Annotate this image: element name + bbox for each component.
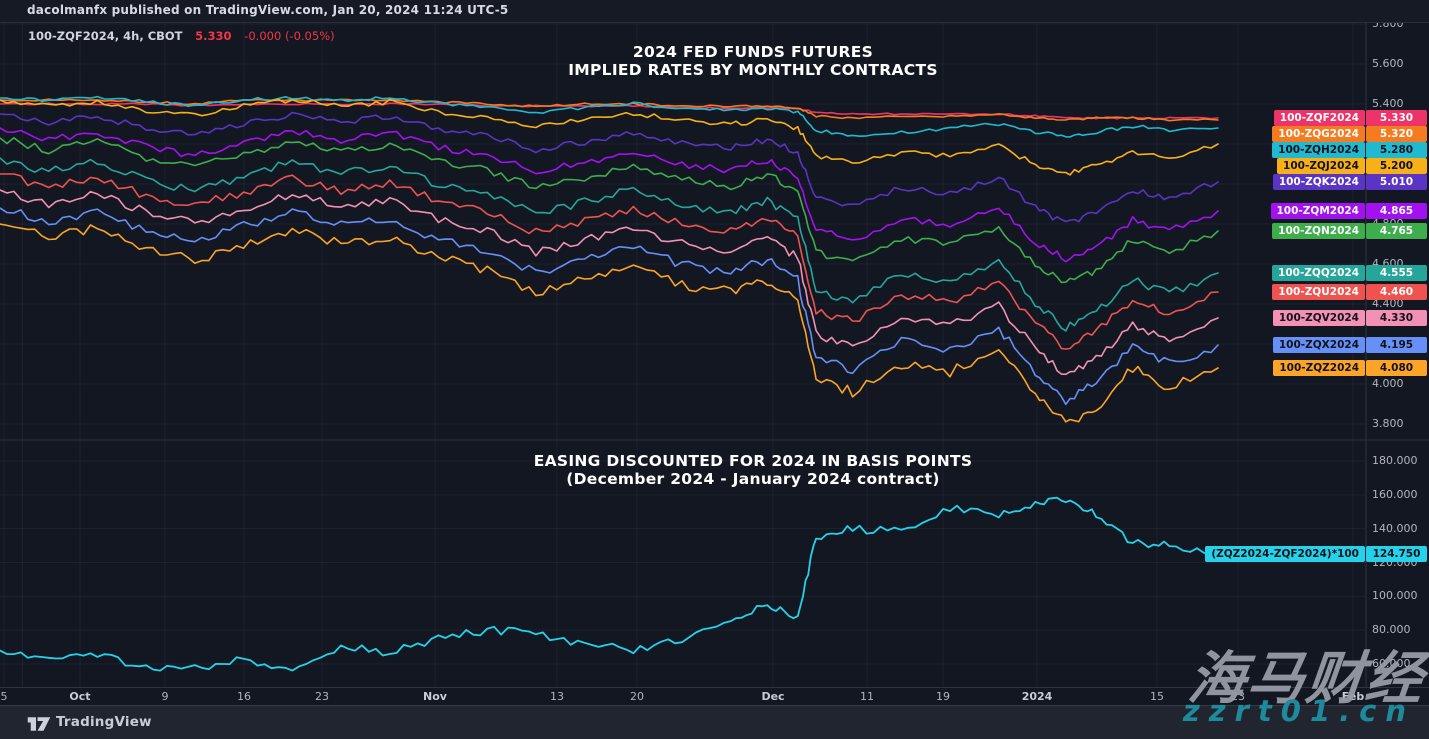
panel1-title-line1: 2024 FED FUNDS FUTURES [632, 43, 874, 61]
time-tick-label: 15 [1150, 690, 1164, 703]
series-name-label: (ZQZ2024-ZQF2024)*100 [1205, 546, 1365, 563]
series-name-label: 100-ZQG2024 [1272, 126, 1365, 142]
price-tick-label: 60.000 [1372, 657, 1411, 670]
attribution-text: dacolmanfx published on TradingView.com,… [27, 3, 509, 17]
series-name-label: 100-ZQN2024 [1272, 223, 1365, 239]
series-name-label: 100-ZQZ2024 [1273, 360, 1365, 376]
time-tick-label: 2024 [1021, 690, 1053, 703]
price-tick-label: 3.800 [1372, 417, 1404, 430]
watermark-url: zzrt01.cn [1182, 694, 1415, 728]
series-price-label: 4.765 [1366, 223, 1427, 239]
series-name-label: 100-ZQX2024 [1272, 337, 1365, 353]
time-tick-label: 23 [315, 690, 329, 703]
time-tick-label: Oct [69, 690, 91, 703]
series-line-100-ZQG2024[interactable] [0, 98, 1219, 122]
price-tick-label: 160.000 [1372, 487, 1418, 501]
time-tick-label: 23 [1231, 690, 1245, 703]
time-scale[interactable] [0, 687, 1429, 706]
series-price-label: 124.750 [1366, 546, 1427, 563]
series-line-100-ZQZ2024[interactable] [0, 223, 1219, 423]
series-price-label: 5.200 [1366, 158, 1427, 174]
attribution-bar: dacolmanfx published on TradingView.com,… [0, 0, 1429, 23]
time-tick-label: 5 [0, 690, 8, 703]
price-tick-label: 180.000 [1372, 454, 1418, 467]
series-price-label: 5.320 [1366, 126, 1427, 142]
series-line-(ZQZ2024-ZQF2024)*100[interactable] [0, 496, 1219, 672]
panel2-title-line1: EASING DISCOUNTED FOR 2024 IN BASIS POIN… [533, 452, 973, 470]
chart-canvas[interactable] [0, 22, 1429, 705]
series-price-label: 5.010 [1366, 174, 1427, 190]
series-line-100-ZQH2024[interactable] [0, 95, 1219, 138]
series-name-label: 100-ZQH2024 [1272, 142, 1365, 158]
price-tick-label: 5.400 [1372, 97, 1404, 110]
series-line-100-ZQK2024[interactable] [0, 111, 1219, 223]
time-tick-label: 20 [630, 690, 644, 703]
series-line-100-ZQV2024[interactable] [0, 189, 1219, 376]
series-price-label: 4.865 [1366, 203, 1427, 219]
tradingview-logo-icon[interactable] [27, 715, 51, 733]
tradingview-brand[interactable]: TradingView [56, 714, 152, 730]
panel2-title: EASING DISCOUNTED FOR 2024 IN BASIS POIN… [70, 452, 1429, 488]
series-price-label: 4.195 [1366, 337, 1427, 353]
time-tick-label: 16 [237, 690, 251, 703]
series-price-label: 4.460 [1366, 284, 1427, 300]
series-line-100-ZQX2024[interactable] [0, 207, 1219, 406]
panel1-title: 2024 FED FUNDS FUTURES IMPLIED RATES BY … [70, 43, 1429, 79]
time-tick-label: Nov [423, 690, 447, 703]
price-tick-label: 4.400 [1372, 297, 1404, 310]
legend-change: -0.000 (-0.05%) [244, 29, 335, 43]
time-tick-label: 9 [161, 690, 169, 703]
series-line-100-ZQN2024[interactable] [0, 137, 1219, 284]
panel1-title-line2: IMPLIED RATES BY MONTHLY CONTRACTS [568, 61, 938, 79]
series-line-100-ZQQ2024[interactable] [0, 157, 1219, 332]
series-name-label: 100-ZQQ2024 [1272, 265, 1365, 281]
series-price-label: 5.330 [1366, 110, 1427, 126]
price-tick-label: 80.000 [1372, 623, 1411, 637]
footer-bar: TradingView [0, 705, 1429, 739]
panel2-title-line2: (December 2024 - January 2024 contract) [566, 470, 940, 488]
symbol-legend[interactable]: 100-ZQF2024, 4h, CBOT 5.330 -0.000 (-0.0… [28, 29, 335, 43]
series-line-100-ZQU2024[interactable] [0, 173, 1219, 350]
price-tick-label: 5.600 [1372, 57, 1404, 70]
series-line-100-ZQJ2024[interactable] [0, 98, 1219, 176]
time-tick-label: 11 [860, 690, 874, 703]
time-tick-label: Dec [761, 690, 785, 703]
chart-left-frame [22, 22, 23, 687]
series-price-label: 4.330 [1366, 310, 1427, 326]
time-tick-label: 19 [936, 690, 950, 703]
series-price-label: 4.080 [1366, 360, 1427, 376]
series-name-label: 100-ZQM2024 [1270, 203, 1365, 219]
price-tick-label: 140.000 [1372, 521, 1418, 535]
series-name-label: 100-ZQU2024 [1272, 284, 1365, 300]
series-price-label: 5.280 [1366, 142, 1427, 158]
legend-symbol[interactable]: 100-ZQF2024, 4h, CBOT [28, 29, 183, 43]
time-tick-label: Feb [1341, 690, 1365, 703]
price-tick-label: 4.000 [1372, 377, 1404, 390]
series-name-label: 100-ZQF2024 [1273, 110, 1365, 126]
series-line-100-ZQM2024[interactable] [0, 127, 1219, 263]
series-name-label: 100-ZQJ2024 [1277, 158, 1365, 174]
series-name-label: 100-ZQK2024 [1272, 174, 1365, 190]
series-name-label: 100-ZQV2024 [1272, 310, 1365, 326]
time-tick-label: 13 [550, 690, 564, 703]
series-price-label: 4.555 [1366, 265, 1427, 281]
legend-last-price: 5.330 [195, 29, 232, 43]
price-tick-label: 100.000 [1372, 589, 1418, 603]
